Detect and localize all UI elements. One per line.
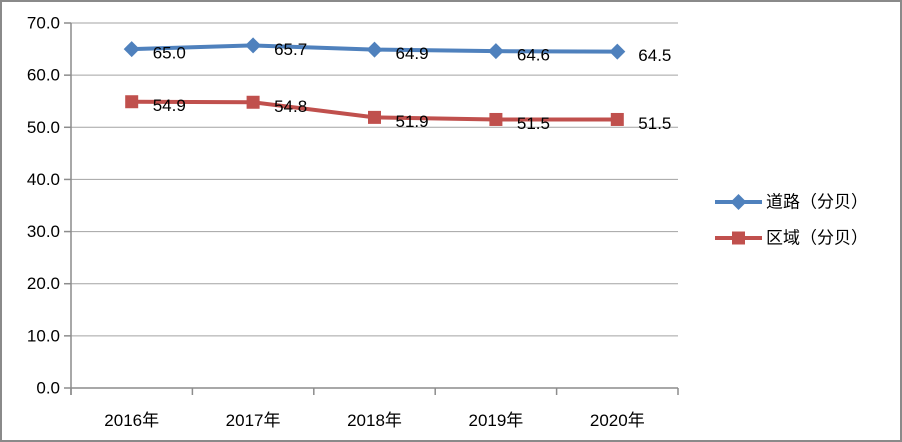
data-label: 51.5 [638,114,671,133]
x-axis: 2016年 2017年 2018年 2019年 2020年 [70,387,679,430]
x-category-label: 2016年 [104,411,159,430]
data-label: 64.9 [396,44,429,63]
data-label: 54.8 [274,97,307,116]
y-tick-label: 50.0 [27,118,60,137]
diamond-marker [366,41,383,58]
x-category-label: 2017年 [226,411,281,430]
gridlines [71,22,678,389]
diamond-marker [609,43,626,60]
data-label: 51.5 [517,114,550,133]
legend-label: 区域（分贝） [766,229,868,248]
legend-label: 道路（分贝） [766,193,868,212]
data-label: 65.0 [153,44,186,63]
y-tick-label: 10.0 [27,326,60,345]
y-tick-label: 70.0 [27,14,60,33]
x-category-label: 2018年 [347,411,402,430]
legend-entry-1: 区域（分贝） [715,229,868,248]
series-1: 54.9 54.8 51.9 51.5 51.5 [125,95,671,133]
square-marker [489,112,503,126]
diamond-marker [245,37,262,54]
y-tick-label: 60.0 [27,66,60,85]
data-label: 51.9 [396,112,429,131]
y-axis: 0.0 10.0 20.0 30.0 40.0 50.0 60.0 70.0 [27,14,72,398]
chart-legend: 道路（分贝） 区域（分贝） [715,193,868,248]
square-marker [610,112,624,126]
y-tick-label: 0.0 [36,379,60,398]
data-label: 54.9 [153,96,186,115]
data-label: 64.6 [517,46,550,65]
square-marker [246,95,260,109]
data-label: 65.7 [274,40,307,59]
square-marker [368,110,381,124]
y-tick-label: 20.0 [27,274,60,293]
y-tick-label: 30.0 [27,222,60,241]
series-0: 65.0 65.7 64.9 64.6 64.5 [123,37,671,65]
legend-entry-0: 道路（分贝） [715,193,868,212]
x-category-label: 2019年 [468,411,523,430]
diamond-marker [730,194,747,210]
x-category-label: 2020年 [590,411,645,430]
y-tick-label: 40.0 [27,170,60,189]
square-marker [125,95,139,109]
data-label: 64.5 [638,46,671,65]
diamond-marker [123,41,140,58]
square-marker [732,231,745,245]
diamond-marker [487,43,504,60]
